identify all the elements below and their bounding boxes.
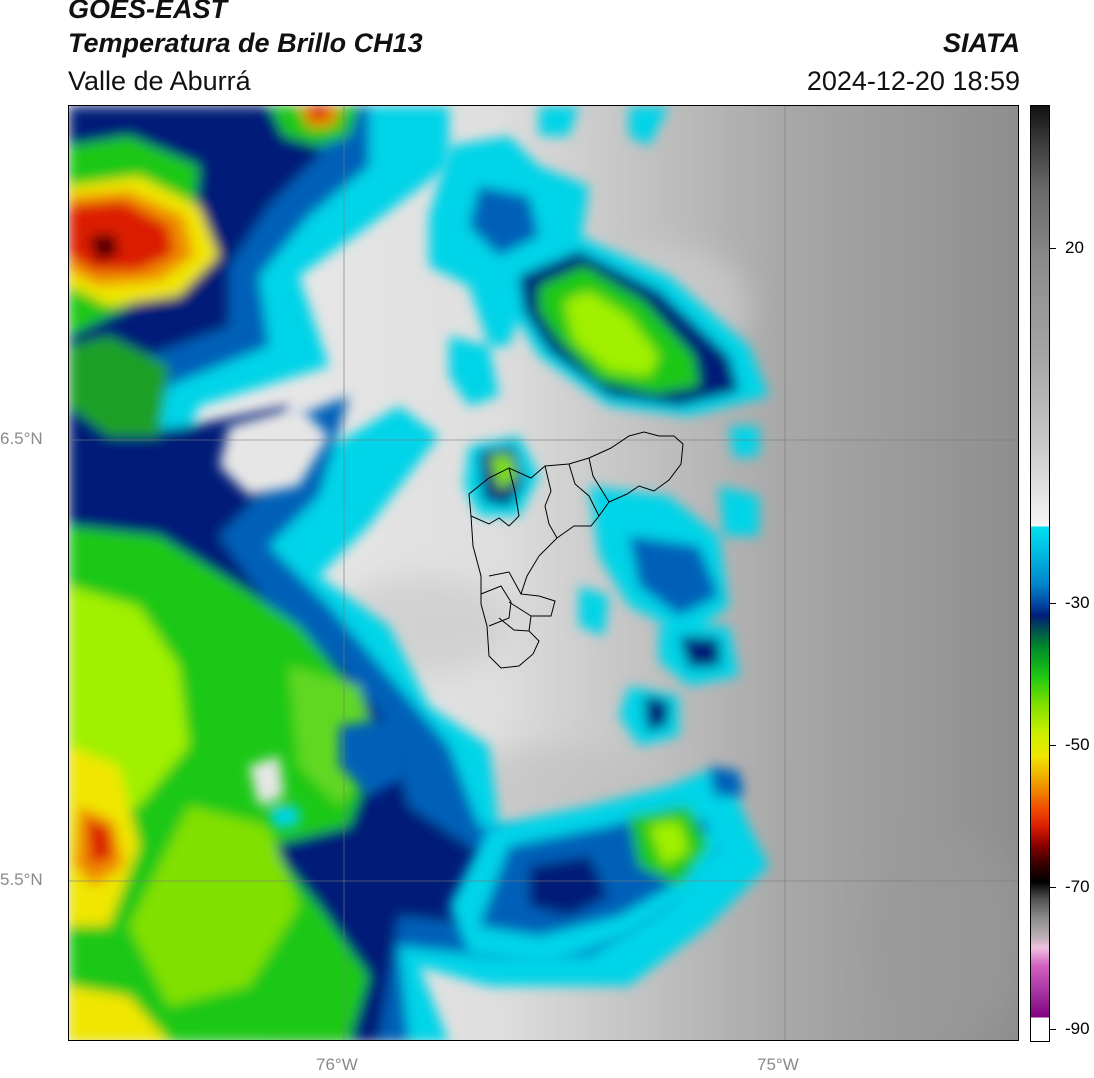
colorbar-label-minus50: -50 — [1065, 735, 1090, 754]
colorbar-label-minus30: -30 — [1065, 593, 1090, 612]
graticule — [69, 106, 1018, 1040]
lon-label-76: 76°W — [316, 1055, 358, 1074]
colorbar-label-minus70: -70 — [1065, 877, 1090, 896]
colorbar-tick — [1050, 248, 1056, 249]
brightness-temperature-map[interactable] — [68, 105, 1019, 1041]
municipality-boundaries — [468, 431, 684, 669]
region-subtitle: Valle de Aburrá — [68, 66, 251, 96]
cloud-top-center — [429, 106, 769, 416]
colorbar — [1030, 105, 1050, 1042]
colorbar-label-minus90: -90 — [1065, 1019, 1090, 1038]
lat-label-6-5: 6.5°N — [0, 429, 43, 448]
organization-label: SIATA — [943, 28, 1020, 58]
satellite-title: GOES-EAST — [68, 0, 228, 24]
colorbar-tick — [1050, 1029, 1056, 1030]
lon-label-75: 75°W — [757, 1055, 799, 1074]
colorbar-tick — [1050, 887, 1056, 888]
cloud-left-band — [69, 106, 769, 1040]
map-canvas — [69, 106, 1018, 1040]
cloud-bottom-band — [449, 766, 744, 966]
product-title: Temperatura de Brillo CH13 — [68, 28, 423, 58]
lat-label-5-5: 5.5°N — [0, 870, 43, 889]
cloud-center-cluster — [464, 426, 759, 746]
colorbar-tick — [1050, 603, 1056, 604]
colorbar-label-20: 20 — [1065, 238, 1084, 257]
datetime-label: 2024-12-20 18:59 — [806, 66, 1020, 96]
colorbar-tick — [1050, 745, 1056, 746]
